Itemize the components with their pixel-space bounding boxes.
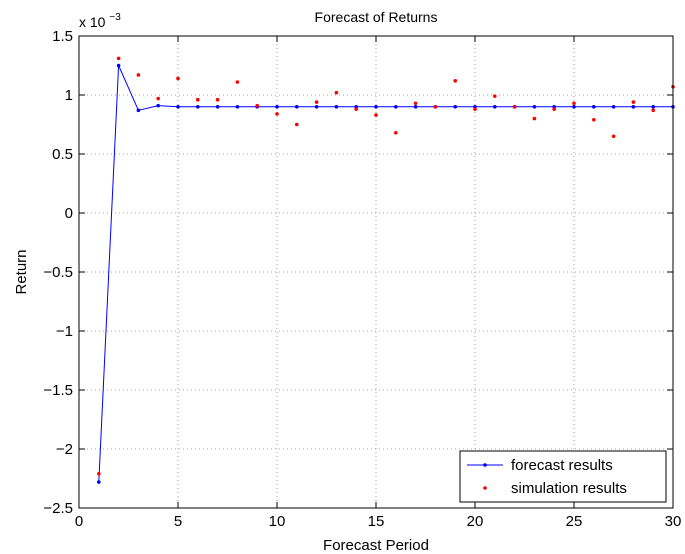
forecast-point	[611, 105, 616, 109]
simulation-point	[453, 79, 458, 83]
simulation-point	[611, 134, 616, 139]
x-tick-label: 10	[269, 513, 286, 530]
simulation-point	[512, 105, 517, 109]
simulation-point	[97, 471, 101, 476]
simulation-point	[592, 117, 596, 122]
simulation-point	[433, 105, 438, 109]
simulation-point	[354, 107, 359, 111]
forecast-point	[275, 105, 279, 109]
forecast-point	[136, 108, 141, 113]
x-tick-label: 30	[665, 513, 682, 530]
y-tick-label: −2.5	[43, 500, 73, 517]
legend-forecast-label: forecast results	[511, 457, 613, 474]
simulation-point	[493, 94, 497, 98]
y-tick-label: 1.5	[52, 28, 73, 45]
simulation-point	[631, 100, 636, 104]
simulation-point	[176, 76, 180, 81]
y-axis-multiplier: x 10 −3	[79, 12, 121, 30]
simulation-point	[374, 113, 378, 117]
forecast-point	[592, 105, 596, 109]
simulation-point	[255, 103, 259, 108]
x-tick-label: 15	[368, 513, 385, 530]
series-layer	[97, 56, 675, 484]
y-tick-label: −2	[56, 441, 73, 458]
legend: forecast results simulation results	[459, 450, 667, 503]
series-simulation-results	[97, 56, 675, 476]
simulation-point	[651, 108, 655, 113]
forecast-point	[532, 105, 537, 109]
legend-simulation-label: simulation results	[511, 480, 627, 497]
y-multiplier-base: x 10	[79, 14, 106, 30]
forecast-point	[651, 105, 655, 109]
ticks: 0 5 10 15 20 25 30 −2.5 −2 −1.5 −1 −0.5 0 0.5 1 1.5	[43, 28, 681, 530]
legend-box	[459, 450, 667, 503]
forecast-line	[98, 65, 673, 483]
x-tick-label: 20	[467, 513, 484, 530]
simulation-point	[275, 112, 279, 116]
y-axis-label: Return	[13, 249, 30, 294]
forecast-point	[215, 105, 220, 109]
simulation-point	[235, 80, 240, 84]
x-tick-label: 0	[75, 513, 83, 530]
forecast-point	[314, 105, 319, 109]
simulation-point	[473, 107, 477, 111]
simulation-point	[295, 122, 299, 127]
forecast-point	[97, 480, 101, 484]
simulation-point	[532, 116, 537, 121]
simulation-point	[413, 101, 418, 106]
simulation-point	[314, 100, 319, 104]
chart-title: Forecast of Returns	[315, 9, 438, 25]
simulation-point	[572, 101, 576, 106]
legend-forecast-marker	[483, 463, 487, 467]
y-tick-label: −1	[56, 323, 73, 340]
x-axis-label: Forecast Period	[323, 537, 429, 554]
y-tick-label: 1	[65, 87, 73, 104]
legend-simulation-marker	[483, 486, 487, 490]
simulation-point	[156, 96, 160, 101]
simulation-point	[552, 107, 556, 111]
forecast-point	[631, 105, 636, 109]
simulation-point	[334, 90, 339, 95]
forecast-point	[374, 105, 378, 109]
forecast-point	[295, 105, 299, 109]
forecast-point	[413, 105, 418, 109]
y-tick-label: −1.5	[43, 382, 73, 399]
y-multiplier-exponent: −3	[109, 12, 121, 23]
forecast-point	[156, 103, 160, 108]
grid	[79, 36, 673, 508]
simulation-point	[136, 73, 141, 77]
forecast-point	[493, 105, 497, 109]
simulation-point	[196, 97, 200, 102]
simulation-point	[394, 130, 398, 135]
y-tick-label: −0.5	[43, 264, 73, 281]
forecast-point	[394, 105, 398, 109]
y-tick-label: 0	[65, 205, 73, 222]
forecast-point	[196, 105, 200, 109]
forecast-point	[116, 63, 121, 68]
simulation-point	[116, 56, 121, 61]
forecast-point	[235, 105, 240, 109]
x-tick-label: 5	[174, 513, 182, 530]
simulation-point	[215, 97, 220, 102]
y-tick-label: 0.5	[52, 146, 73, 163]
forecast-point	[572, 105, 576, 109]
x-tick-label: 25	[566, 513, 583, 530]
forecast-point	[176, 105, 180, 109]
forecast-point	[453, 105, 458, 109]
forecast-point	[334, 105, 339, 109]
